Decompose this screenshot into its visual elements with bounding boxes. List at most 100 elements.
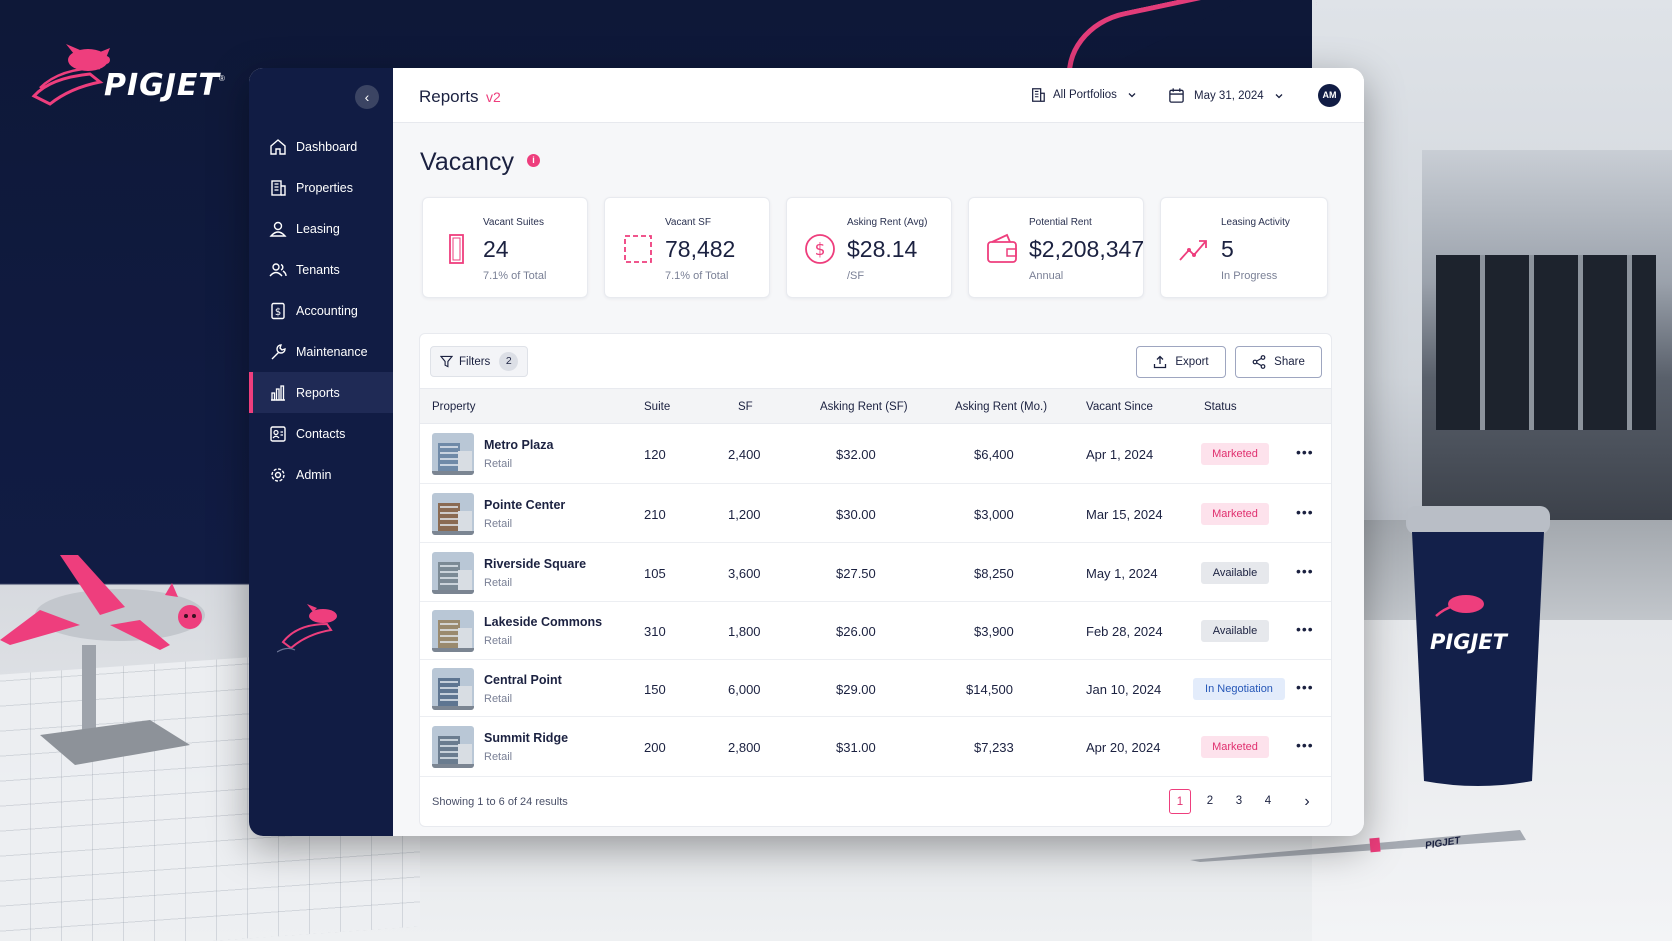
status-badge: Marketed	[1201, 502, 1269, 525]
sf-cell: 3,600	[728, 565, 761, 581]
property-name[interactable]: Central Point	[484, 672, 562, 687]
export-label: Export	[1175, 356, 1209, 368]
kpi-value: 78,482	[665, 236, 736, 262]
property-name[interactable]: Riverside Square	[484, 556, 587, 571]
dashed-square-icon	[624, 235, 652, 263]
share-icon	[1252, 355, 1266, 369]
sidebar-item-reports[interactable]: Reports	[249, 372, 393, 413]
table-row[interactable]: Summit Ridge Retail 200 2,800 $31.00 $7,…	[420, 717, 1331, 777]
filters-label: Filters	[459, 355, 491, 368]
sidebar-item-label: Leasing	[296, 221, 340, 236]
kpi-subtext: /SF	[847, 270, 865, 282]
sidebar-item-properties[interactable]: Properties	[249, 167, 393, 208]
dollar-doc-icon: $	[269, 302, 287, 320]
suite-cell: 120	[644, 447, 666, 462]
status-badge: Available	[1201, 620, 1269, 642]
user-avatar[interactable]: AM	[1318, 84, 1341, 107]
table-row[interactable]: Riverside Square Retail 105 3,600 $27.50…	[420, 543, 1331, 602]
page-1-button[interactable]: 1	[1169, 789, 1191, 814]
kpi-label: Leasing Activity	[1221, 217, 1290, 228]
sidebar-item-label: Maintenance	[296, 344, 368, 359]
date-selector-label: May 31, 2024	[1194, 89, 1264, 102]
wrench-icon	[269, 343, 287, 361]
share-button[interactable]: Share	[1235, 346, 1322, 378]
vacancy-table-card: Filters 2 Export Share Property Suite SF…	[419, 333, 1332, 827]
vacant-since-cell: Apr 20, 2024	[1086, 740, 1161, 755]
column-header-sf[interactable]: SF	[738, 401, 753, 413]
asking-rent-sf-cell: $30.00	[836, 506, 876, 522]
status-badge: Marketed	[1201, 443, 1269, 465]
table-row[interactable]: Central Point Retail 150 6,000 $29.00 $1…	[420, 660, 1331, 717]
upload-icon	[1153, 355, 1167, 369]
table-row[interactable]: Pointe Center Retail 210 1,200 $30.00 $3…	[420, 484, 1331, 543]
column-header-vacant-since[interactable]: Vacant Since	[1086, 401, 1153, 413]
page-2-button[interactable]: 2	[1206, 795, 1214, 807]
asking-rent-mo-cell: $14,500	[966, 681, 1013, 697]
kpi-label: Potential Rent	[1029, 217, 1092, 228]
property-name[interactable]: Pointe Center	[484, 497, 566, 512]
more-actions-icon[interactable]: •••	[1296, 444, 1314, 460]
kpi-subtext: 7.1% of Total	[665, 270, 729, 282]
portfolio-selector[interactable]: All Portfolios	[1030, 87, 1137, 103]
property-thumbnail	[432, 726, 474, 768]
calendar-icon	[1168, 87, 1185, 104]
property-type: Retail	[484, 517, 513, 530]
sidebar-item-tenants[interactable]: Tenants	[249, 249, 393, 290]
filters-count-badge: 2	[499, 352, 519, 371]
table-row[interactable]: Metro Plaza Retail 120 2,400 $32.00 $6,4…	[420, 424, 1331, 484]
column-header-property[interactable]: Property	[432, 401, 476, 413]
kpi-subtext: Annual	[1029, 270, 1064, 282]
tumbler-wordmark: PIGJET	[1430, 630, 1507, 654]
status-badge: In Negotiation	[1193, 677, 1285, 700]
kpi-card-vacant-sf: Vacant SF 78,482 7.1% of Total	[604, 197, 770, 298]
more-actions-icon[interactable]: •••	[1296, 678, 1314, 695]
property-thumbnail	[432, 551, 474, 594]
page-4-button[interactable]: 4	[1264, 795, 1272, 807]
users-icon	[269, 261, 287, 279]
filters-button[interactable]: Filters 2	[430, 346, 528, 377]
sf-cell: 6,000	[728, 681, 761, 697]
property-type: Retail	[484, 458, 513, 470]
home-icon	[269, 138, 287, 156]
sidebar-item-accounting[interactable]: $ Accounting	[249, 290, 393, 331]
asking-rent-mo-cell: $7,233	[974, 740, 1014, 755]
date-selector[interactable]: May 31, 2024	[1168, 87, 1284, 104]
asking-rent-sf-cell: $26.00	[836, 624, 876, 639]
brand-wordmark: PIGJET	[104, 68, 220, 103]
export-button[interactable]: Export	[1136, 346, 1226, 378]
column-header-asking-rent-sf[interactable]: Asking Rent (SF)	[820, 401, 908, 413]
sf-cell: 2,800	[728, 740, 761, 755]
property-name[interactable]: Metro Plaza	[484, 438, 554, 452]
building-icon	[1030, 87, 1046, 103]
sidebar-item-dashboard[interactable]: Dashboard	[249, 126, 393, 167]
kpi-subtext: 7.1% of Total	[483, 270, 547, 282]
column-header-status[interactable]: Status	[1204, 401, 1237, 413]
page-header-title: Reports	[419, 87, 479, 106]
sidebar-item-leasing[interactable]: Leasing	[249, 208, 393, 249]
asking-rent-sf-cell: $29.00	[836, 681, 876, 697]
table-row[interactable]: Lakeside Commons Retail 310 1,800 $26.00…	[420, 602, 1331, 660]
sf-cell: 1,800	[728, 624, 761, 639]
results-summary: Showing 1 to 6 of 24 results	[432, 796, 568, 808]
property-name[interactable]: Lakeside Commons	[484, 615, 603, 629]
sidebar-item-admin[interactable]: Admin	[249, 454, 393, 495]
more-actions-icon[interactable]: •••	[1296, 737, 1314, 753]
sidebar-item-maintenance[interactable]: Maintenance	[249, 331, 393, 372]
info-icon[interactable]: i	[527, 154, 540, 167]
pigjet-pen	[1190, 830, 1526, 862]
next-page-button[interactable]: ›	[1304, 793, 1310, 810]
sidebar-item-contacts[interactable]: Contacts	[249, 413, 393, 454]
trend-up-icon	[1179, 240, 1207, 261]
property-name[interactable]: Summit Ridge	[484, 731, 569, 745]
column-header-asking-rent-mo[interactable]: Asking Rent (Mo.)	[955, 401, 1048, 413]
asking-rent-mo-cell: $3,900	[974, 624, 1014, 639]
collapse-sidebar-button[interactable]: ‹	[355, 85, 379, 109]
more-actions-icon[interactable]: •••	[1296, 503, 1314, 520]
suite-cell: 200	[644, 740, 666, 755]
page-3-button[interactable]: 3	[1235, 795, 1243, 807]
page-title: Vacancy	[420, 148, 515, 176]
more-actions-icon[interactable]: •••	[1296, 621, 1314, 637]
more-actions-icon[interactable]: •••	[1296, 562, 1314, 579]
portfolio-selector-label: All Portfolios	[1053, 89, 1117, 101]
column-header-suite[interactable]: Suite	[644, 401, 671, 413]
